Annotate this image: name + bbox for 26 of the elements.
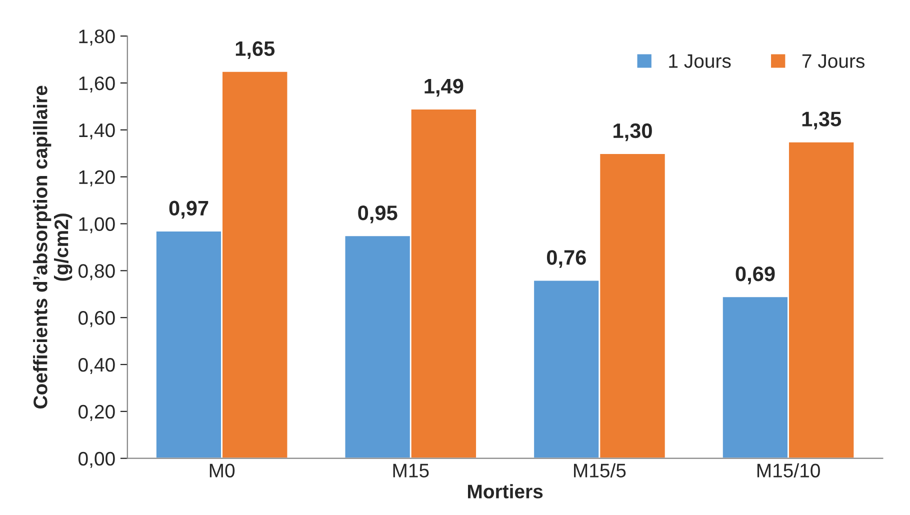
data-label: 1,30 <box>614 123 652 142</box>
y-tick-label: 0,00 <box>78 452 115 468</box>
y-axis-title: Coefficients d’absorption capillaire (g/cm2) <box>33 86 72 408</box>
y-tick-label: 1,80 <box>79 30 115 46</box>
data-label: 0,76 <box>546 250 586 268</box>
data-label: 1,35 <box>802 112 842 130</box>
legend-label: 7 Jours <box>802 54 865 68</box>
x-tick-label: M15/10 <box>757 463 820 478</box>
y-tick-label: 0,60 <box>78 311 115 328</box>
y-tick-label: 0,20 <box>78 404 115 421</box>
x-axis-title: Mortiers <box>468 484 543 498</box>
y-tick-label: 1,40 <box>79 123 115 140</box>
data-label: 1,65 <box>236 41 275 60</box>
data-label: 0,97 <box>169 200 208 219</box>
y-tick-label: 0,80 <box>78 264 115 280</box>
data-label: 0,69 <box>736 266 775 284</box>
x-tick-label: M0 <box>210 464 235 478</box>
y-tick-label: 0,40 <box>78 358 115 374</box>
x-tick-label: M15/5 <box>574 463 626 478</box>
data-label: 1,49 <box>424 78 464 97</box>
legend-label: 1 Jours <box>669 54 731 68</box>
x-tick-label: M15 <box>393 464 429 478</box>
y-tick-label: 1,20 <box>79 170 115 186</box>
y-tick-label: 1,60 <box>79 76 115 93</box>
y-tick-label: 1,00 <box>79 217 115 234</box>
data-label: 0,95 <box>358 205 398 224</box>
